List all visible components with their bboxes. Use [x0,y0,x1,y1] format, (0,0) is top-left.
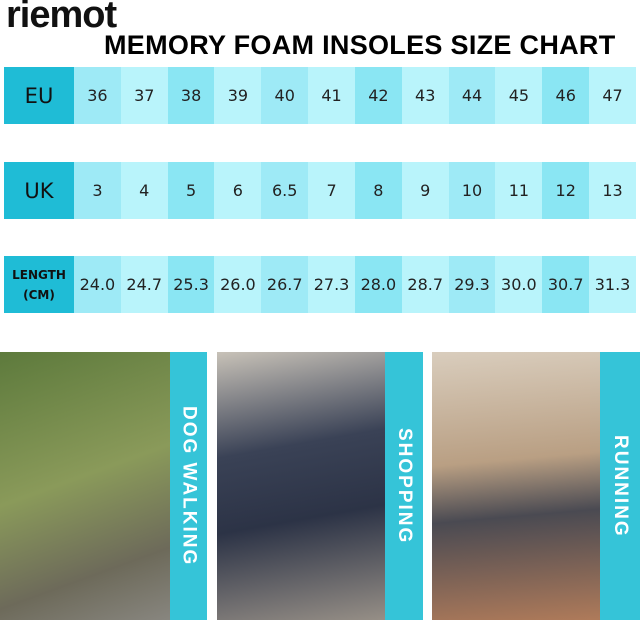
size-cell: 13 [589,162,636,219]
size-cell: 30.0 [495,256,543,313]
size-cell: 4 [120,162,168,219]
uk-row: UK 3 4 5 6 6.5 7 8 9 10 11 12 13 [4,162,636,219]
size-cell: 26.0 [214,256,262,313]
size-cell: 6.5 [261,162,309,219]
size-cell: 7 [308,162,355,219]
shopping-photo: SHOPPING [217,352,423,620]
size-cell: 30.7 [542,256,590,313]
length-header: LENGTH (CM) [4,256,74,313]
size-cell: 11 [495,162,543,219]
size-cell: 37 [120,67,168,124]
shopping-label: SHOPPING [394,427,415,545]
size-cell: 27.3 [308,256,355,313]
size-cell: 38 [167,67,215,124]
size-cell: 40 [261,67,309,124]
size-cell: 46 [542,67,590,124]
length-row: LENGTH (CM) 24.0 24.7 25.3 26.0 26.7 27.3 28.0 2… [4,256,636,313]
size-cell: 24.0 [74,256,121,313]
size-cell: 6 [214,162,262,219]
dog-walking-photo: DOG WALKING [0,352,207,620]
size-cell: 36 [74,67,121,124]
size-cell: 47 [589,67,636,124]
eu-header: EU [4,67,74,124]
size-cell: 9 [401,162,449,219]
dog-walking-band: DOG WALKING [170,352,207,620]
size-cell: 28.7 [401,256,449,313]
size-cell: 26.7 [261,256,309,313]
size-cell: 41 [308,67,355,124]
brand-logo: riemot [6,0,117,36]
size-cell: 10 [448,162,496,219]
length-unit: (CM) [23,287,55,302]
size-cell: 28.0 [354,256,402,313]
size-cell: 5 [167,162,215,219]
running-band: RUNNING [600,352,640,620]
size-cell: 12 [542,162,590,219]
eu-row: EU 36 37 38 39 40 41 42 43 44 45 46 47 [4,67,636,124]
size-cell: 43 [401,67,449,124]
shopping-band: SHOPPING [385,352,423,620]
running-label: RUNNING [610,434,631,538]
size-cell: 31.3 [589,256,636,313]
size-cell: 24.7 [120,256,168,313]
size-cell: 45 [495,67,543,124]
size-cell: 8 [354,162,402,219]
size-cell: 39 [214,67,262,124]
running-photo: RUNNING [432,352,640,620]
size-cell: 25.3 [167,256,215,313]
uk-header: UK [4,162,74,219]
size-cell: 42 [354,67,402,124]
size-cell: 3 [74,162,121,219]
size-cell: 29.3 [448,256,496,313]
dog-walking-label: DOG WALKING [178,405,200,567]
chart-title: MEMORY FOAM INSOLES SIZE CHART [104,30,616,60]
size-cell: 44 [448,67,496,124]
length-label: LENGTH [12,267,66,282]
